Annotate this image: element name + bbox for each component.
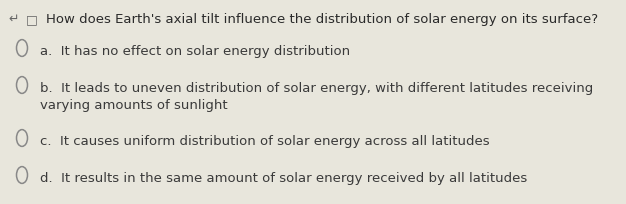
- Text: b.  It leads to uneven distribution of solar energy, with different latitudes re: b. It leads to uneven distribution of so…: [40, 82, 593, 112]
- Text: c.  It causes uniform distribution of solar energy across all latitudes: c. It causes uniform distribution of sol…: [40, 134, 490, 147]
- Text: ↵: ↵: [8, 13, 19, 26]
- Text: a.  It has no effect on solar energy distribution: a. It has no effect on solar energy dist…: [40, 45, 350, 58]
- Text: How does Earth's axial tilt influence the distribution of solar energy on its su: How does Earth's axial tilt influence th…: [46, 13, 598, 26]
- Text: □: □: [26, 13, 38, 26]
- Text: d.  It results in the same amount of solar energy received by all latitudes: d. It results in the same amount of sola…: [40, 171, 527, 184]
